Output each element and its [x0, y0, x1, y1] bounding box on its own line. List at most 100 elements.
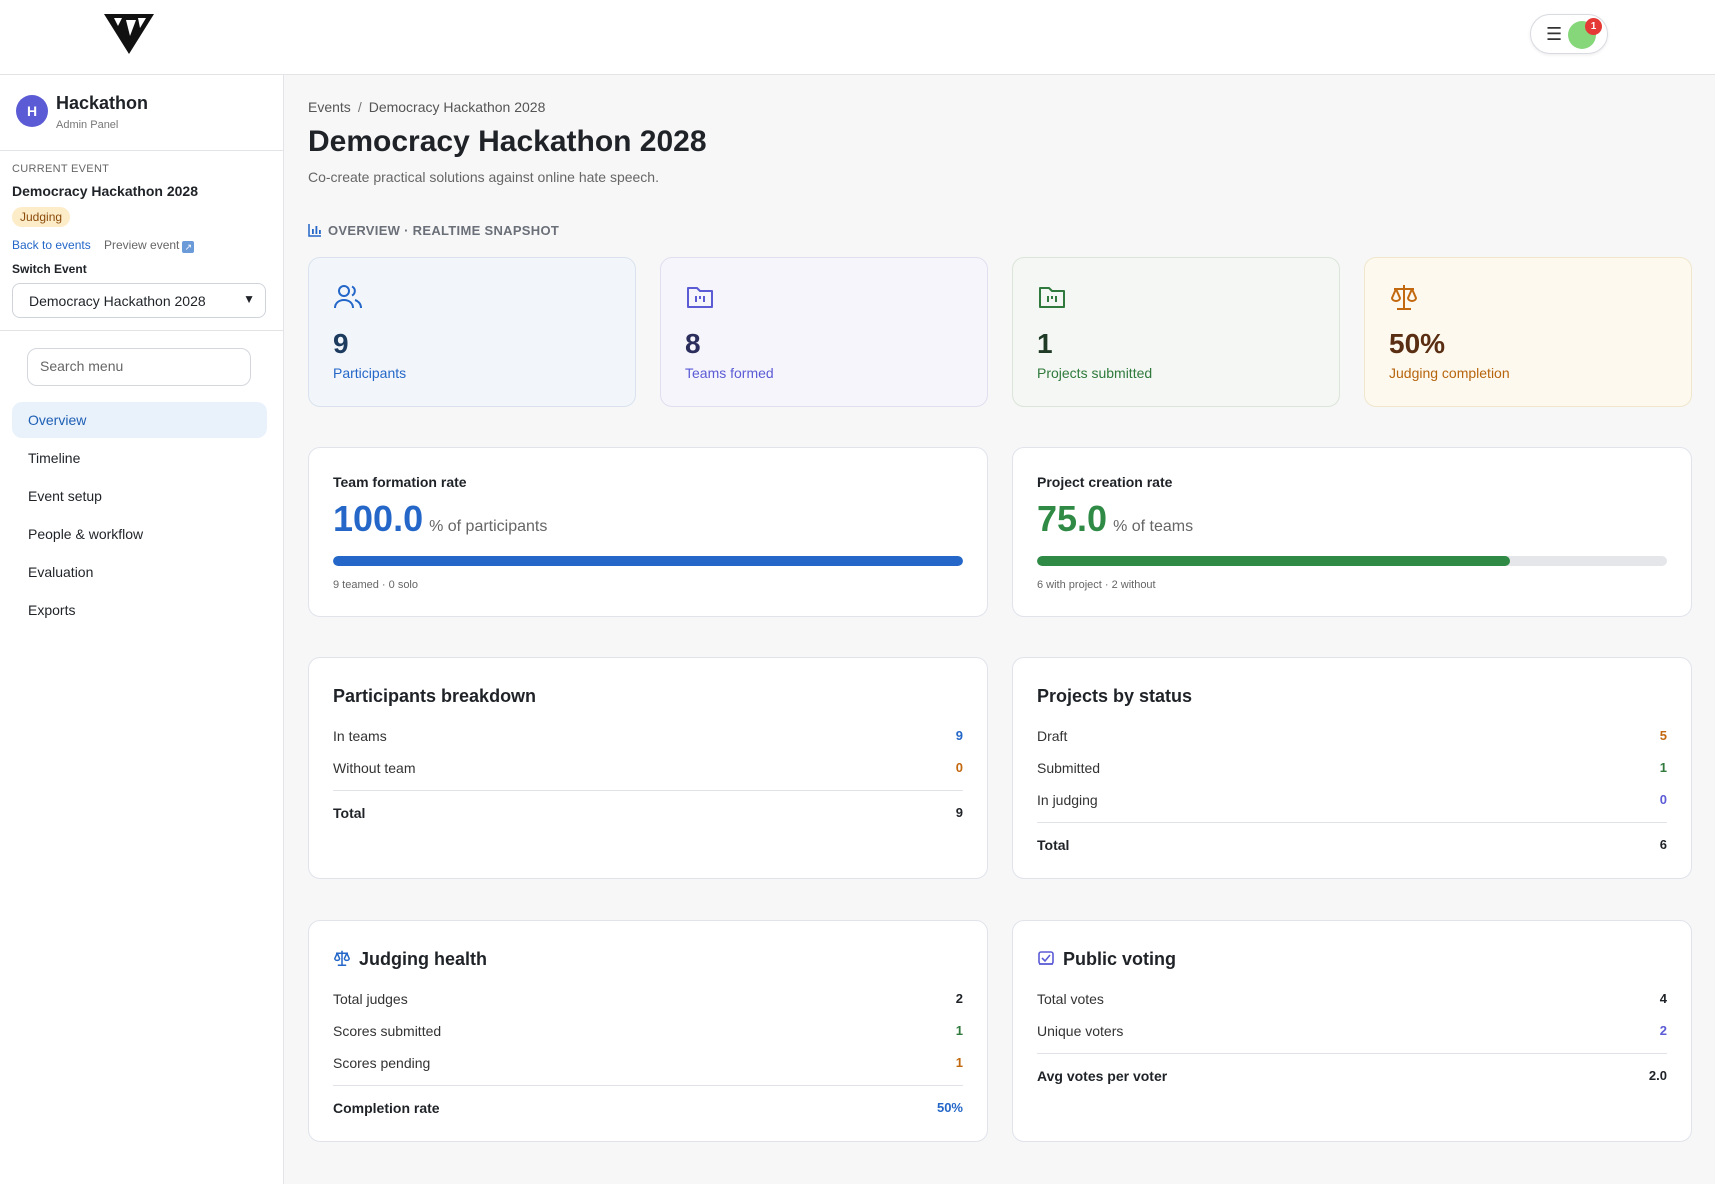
stat-label: Without team [333, 760, 416, 776]
current-event-panel [0, 151, 283, 331]
sidebar-nav: Overview Timeline Event setup People & w… [12, 402, 267, 630]
progress-fill [1037, 556, 1510, 566]
preview-event-link[interactable]: Preview event ↗ [104, 238, 195, 253]
total-value: 2.0 [1648, 1068, 1667, 1083]
total-row: Total 6 [1037, 829, 1667, 861]
folder-check-icon [1039, 287, 1065, 308]
current-event-label: CURRENT EVENT [12, 163, 110, 175]
stat-row: Unique voters 2 [1037, 1015, 1667, 1047]
main-content: Events / Democracy Hackathon 2028 Democrac… [284, 75, 1715, 1184]
divider [1037, 1053, 1667, 1054]
stat-label: Scores submitted [333, 1023, 442, 1039]
stat-label: Submitted [1037, 760, 1101, 776]
progress-track [1037, 556, 1667, 566]
divider [1037, 822, 1667, 823]
section-title: OVERVIEW · REALTIME SNAPSHOT [328, 223, 560, 238]
sidebar-item-overview[interactable]: Overview [12, 402, 267, 438]
stat-value: 1 [1659, 760, 1667, 775]
kpi-label: Judging completion [1389, 365, 1510, 381]
kpi-value: 50% [1389, 328, 1446, 359]
app-logo[interactable] [102, 12, 156, 56]
stat-label: Total judges [333, 991, 408, 1007]
total-label: Total [333, 805, 366, 821]
stat-value: 9 [955, 728, 963, 743]
kpi-label: Projects submitted [1037, 365, 1153, 381]
stat-label: Unique voters [1037, 1023, 1124, 1039]
stat-row: Submitted 1 [1037, 752, 1667, 784]
sidebar-item-event-setup[interactable]: Event setup [28, 488, 102, 504]
folder-icon [687, 287, 713, 308]
breadcrumb-current: Democracy Hackathon 2028 [368, 99, 546, 115]
breadcrumb-events-link[interactable]: Events [308, 99, 351, 115]
page-subtitle: Co-create practical solutions against on… [308, 169, 659, 185]
switch-event-label: Switch Event [12, 262, 87, 276]
stat-value: 4 [1659, 991, 1667, 1006]
stat-label: In judging [1037, 792, 1098, 808]
brand-avatar: H [16, 95, 48, 127]
users-icon [334, 285, 362, 309]
stat-value: 0 [955, 760, 963, 775]
kpi-card-judging: 50% Judging completion [1364, 257, 1692, 407]
stat-row: In teams 9 [333, 720, 963, 752]
card-title: Participants breakdown [333, 686, 537, 706]
stat-row: Draft 5 [1037, 720, 1667, 752]
public-voting-card: Public voting Total votes 4 Unique voters… [1012, 920, 1692, 1142]
back-to-events-link[interactable]: Back to events [12, 238, 91, 252]
sidebar-item-exports[interactable]: Exports [28, 602, 76, 618]
rate-number: 100.0 [333, 498, 424, 539]
rate-unit: % of participants [429, 518, 548, 535]
progress-fill [333, 556, 963, 566]
card-title-text: Public voting [1063, 949, 1177, 969]
sidebar-item-evaluation[interactable]: Evaluation [28, 564, 94, 580]
section-header: OVERVIEW · REALTIME SNAPSHOT [308, 223, 559, 238]
preview-event-label: Preview event [104, 238, 180, 252]
user-menu-button[interactable]: ☰ 1 [1530, 14, 1608, 54]
rate-note: 9 teamed · 0 solo [333, 579, 418, 591]
kpi-value: 9 [333, 328, 349, 359]
top-bar: ☰ 1 [0, 0, 1715, 75]
rate-number: 75.0 [1037, 498, 1108, 539]
stat-value: 5 [1659, 728, 1667, 743]
card-title: Public voting [1037, 949, 1176, 970]
rate-value: 100.0 % of participants [333, 498, 547, 540]
stat-row: Total votes 4 [1037, 983, 1667, 1015]
stat-value: 0 [1659, 792, 1667, 807]
sidebar: H Hackathon Admin Panel CURRENT EVENT De… [0, 75, 284, 1184]
stat-row: In judging 0 [1037, 784, 1667, 816]
brand-title: Hackathon [56, 93, 149, 113]
stat-label: Total votes [1037, 991, 1104, 1007]
scale-icon [334, 950, 350, 966]
card-title: Projects by status [1037, 686, 1193, 706]
project-creation-card: Project creation rate 75.0 % of teams 6 w… [1012, 447, 1692, 617]
kpi-card-projects: 1 Projects submitted [1012, 257, 1340, 407]
switch-event-select[interactable]: Democracy Hackathon 2028 ▼ [12, 283, 266, 318]
sidebar-item-people-workflow[interactable]: People & workflow [28, 526, 144, 542]
stat-list: Total votes 4 Unique voters 2 Avg votes pe… [1037, 983, 1667, 1092]
kpi-card-participants: 9 Participants [308, 257, 636, 407]
bar-chart-icon [308, 224, 321, 237]
ballot-icon [1038, 951, 1054, 965]
team-formation-card: Team formation rate 100.0 % of participan… [308, 447, 988, 617]
stat-row: Scores pending 1 [333, 1047, 963, 1079]
page-title: Democracy Hackathon 2028 [308, 125, 707, 158]
brand-subtitle: Admin Panel [56, 119, 119, 131]
total-label: Avg votes per voter [1037, 1068, 1168, 1084]
kpi-value: 1 [1037, 328, 1053, 359]
kpi-value: 8 [685, 328, 701, 359]
stat-row: Total judges 2 [333, 983, 963, 1015]
stat-label: Scores pending [333, 1055, 431, 1071]
search-menu-input[interactable] [40, 358, 240, 374]
judging-health-card: Judging health Total judges 2 Scores subm… [308, 920, 988, 1142]
stat-value: 2 [955, 991, 963, 1006]
rate-title: Team formation rate [333, 474, 467, 490]
divider [333, 1085, 963, 1086]
total-label: Completion rate [333, 1100, 440, 1116]
total-row: Total 9 [333, 797, 963, 829]
sidebar-item-timeline[interactable]: Timeline [28, 450, 81, 466]
projects-by-status-card: Projects by status Draft 5 Submitted 1 In … [1012, 657, 1692, 879]
total-value: 50% [936, 1100, 963, 1115]
total-value: 9 [955, 805, 963, 820]
search-menu-field[interactable] [27, 348, 251, 386]
kpi-card-teams: 8 Teams formed [660, 257, 988, 407]
breadcrumb: Events / Democracy Hackathon 2028 [308, 99, 545, 115]
